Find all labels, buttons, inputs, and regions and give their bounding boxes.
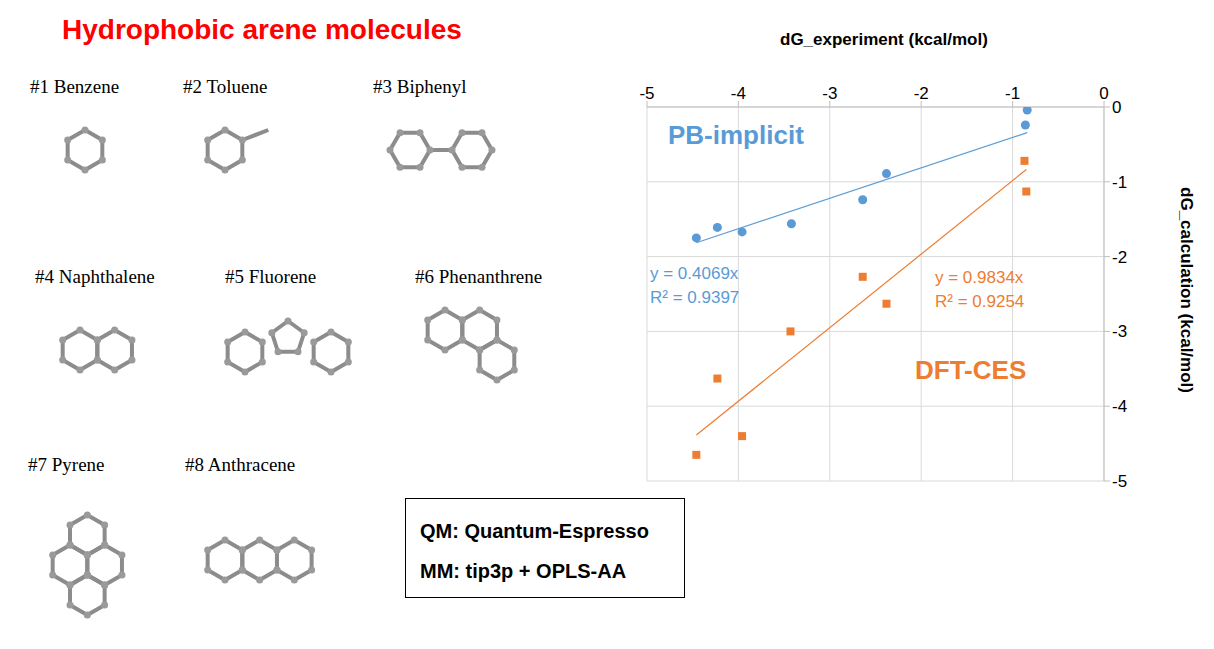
- html-text:PB-implicit: PB-implicit: [668, 120, 804, 150]
- svg-text:-3: -3: [1112, 322, 1127, 341]
- svg-text:-1: -1: [1112, 173, 1127, 192]
- html-text:MM: tip3p + OPLS-AA: MM: tip3p + OPLS-AA: [420, 560, 627, 582]
- html-text:#6 Phenanthrene: #6 Phenanthrene: [415, 266, 543, 287]
- svg-text:-2: -2: [1112, 248, 1127, 267]
- svg-text:-2: -2: [914, 84, 929, 103]
- html-text:R² = 0.9254: R² = 0.9254: [935, 292, 1025, 311]
- svg-text:-3: -3: [822, 84, 837, 103]
- html-text:y = 0.9834x: y = 0.9834x: [935, 268, 1024, 287]
- html-text:#2 Toluene: #2 Toluene: [183, 76, 268, 97]
- html-text:dG_experiment (kcal/mol): dG_experiment (kcal/mol): [780, 30, 988, 49]
- svg-text:-5: -5: [639, 84, 654, 103]
- svg-text:0: 0: [1112, 98, 1121, 117]
- html-text:#8 Anthracene: #8 Anthracene: [185, 454, 296, 475]
- html-text:R² = 0.9397: R² = 0.9397: [650, 288, 740, 307]
- html-text:#3 Biphenyl: #3 Biphenyl: [373, 76, 467, 97]
- html-text:y = 0.4069x: y = 0.4069x: [650, 264, 739, 283]
- html-text:DFT-CES: DFT-CES: [915, 355, 1027, 385]
- svg-text:-5: -5: [1112, 472, 1127, 491]
- svg-text:0: 0: [1099, 84, 1108, 103]
- svg-text:-4: -4: [1112, 397, 1127, 416]
- html-text:#4 Naphthalene: #4 Naphthalene: [35, 266, 155, 287]
- html-text:QM: Quantum-Espresso: QM: Quantum-Espresso: [420, 520, 649, 542]
- html-text:#1 Benzene: #1 Benzene: [30, 76, 120, 97]
- html-text:#7 Pyrene: #7 Pyrene: [28, 454, 105, 475]
- svg-text:-1: -1: [1005, 84, 1020, 103]
- html-text:#5 Fluorene: #5 Fluorene: [225, 266, 317, 287]
- svg-text:-4: -4: [731, 84, 746, 103]
- html-text:Hydrophobic arene molecules: Hydrophobic arene molecules: [62, 14, 462, 45]
- html-text:dG_calculation (kcal/mol): dG_calculation (kcal/mol): [1177, 187, 1196, 393]
